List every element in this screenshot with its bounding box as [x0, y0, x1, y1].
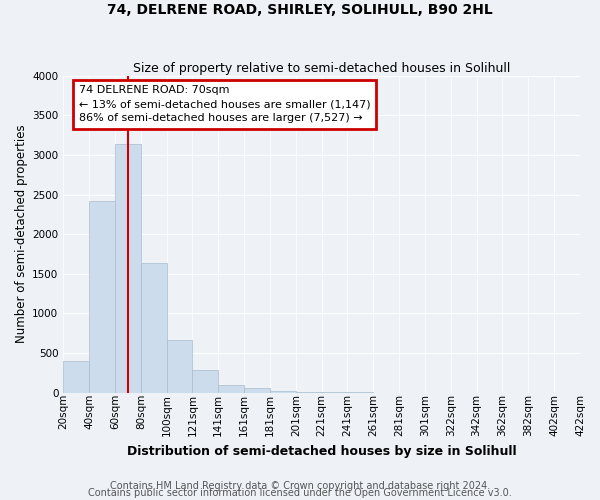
- Text: 74, DELRENE ROAD, SHIRLEY, SOLIHULL, B90 2HL: 74, DELRENE ROAD, SHIRLEY, SOLIHULL, B90…: [107, 2, 493, 16]
- Title: Size of property relative to semi-detached houses in Solihull: Size of property relative to semi-detach…: [133, 62, 511, 74]
- Bar: [244, 388, 270, 392]
- Bar: [218, 384, 244, 392]
- Bar: [141, 264, 167, 392]
- Text: Contains public sector information licensed under the Open Government Licence v3: Contains public sector information licen…: [88, 488, 512, 498]
- Bar: [193, 370, 218, 392]
- Bar: [63, 361, 89, 392]
- Bar: [89, 201, 115, 392]
- Bar: [270, 391, 296, 392]
- Bar: [115, 144, 141, 392]
- X-axis label: Distribution of semi-detached houses by size in Solihull: Distribution of semi-detached houses by …: [127, 444, 517, 458]
- Text: 74 DELRENE ROAD: 70sqm
← 13% of semi-detached houses are smaller (1,147)
86% of : 74 DELRENE ROAD: 70sqm ← 13% of semi-det…: [79, 85, 370, 123]
- Text: Contains HM Land Registry data © Crown copyright and database right 2024.: Contains HM Land Registry data © Crown c…: [110, 481, 490, 491]
- Y-axis label: Number of semi-detached properties: Number of semi-detached properties: [15, 125, 28, 344]
- Bar: [167, 340, 193, 392]
